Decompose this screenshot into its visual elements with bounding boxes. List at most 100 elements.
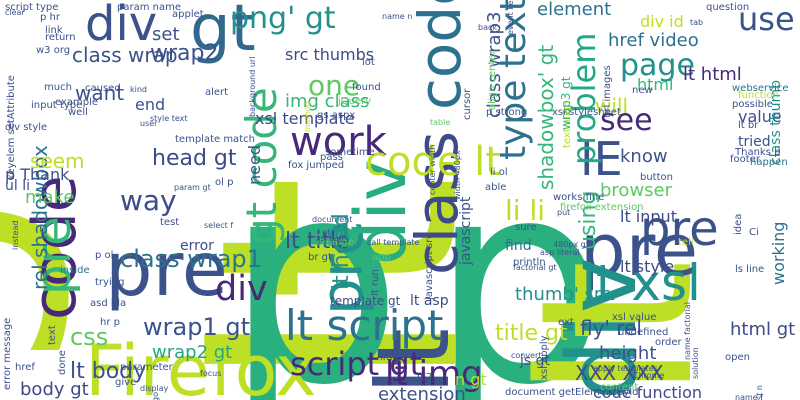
word-24: type text (493, 0, 534, 160)
word-134: open (725, 352, 750, 363)
word-52: lt html (683, 64, 742, 85)
word-123: test (160, 217, 179, 228)
word-87: tried (738, 134, 771, 150)
word-78: make (25, 187, 74, 208)
word-80: ul li (5, 178, 30, 194)
word-104: cursor (462, 88, 473, 120)
word-133: ext (558, 317, 574, 328)
word-16: code (406, 0, 474, 110)
word-92: div style (5, 122, 47, 133)
word-39: lt body (70, 359, 146, 384)
word-140: pass (320, 152, 343, 163)
word-31: png' gt (230, 1, 336, 36)
word-59: div id (640, 12, 684, 31)
word-32: problem (565, 33, 603, 165)
word-175: solution (691, 347, 700, 379)
word-2: p (225, 121, 403, 400)
word-83: js gt (519, 353, 551, 369)
word-137: lot (362, 57, 375, 68)
word-144: IE7 (417, 372, 433, 383)
word-198: clear (5, 8, 25, 17)
word-93: script type (5, 2, 58, 13)
word-186: user (140, 119, 158, 128)
word-201: asp literal (540, 248, 580, 257)
word-98: caused (85, 83, 121, 94)
word-51: XXX XXX (575, 361, 664, 385)
word-21: gt code (237, 87, 286, 245)
word-11: class (403, 131, 471, 275)
word-163: idea (733, 214, 744, 235)
word-99: found (352, 82, 381, 93)
word-151: applet (172, 9, 204, 20)
word-94: param name (117, 2, 181, 13)
word-141: sometime (325, 147, 375, 158)
word-73: height (599, 343, 656, 364)
word-96: webservice (732, 83, 789, 94)
word-97: function (738, 90, 779, 101)
word-7: Firefox (85, 330, 317, 400)
word-136: text (47, 325, 58, 345)
word-13: pre (26, 216, 82, 295)
word-173: apply templates (593, 364, 658, 373)
word-76: value (738, 107, 782, 126)
word-55: img class (285, 91, 369, 112)
word-180: name f (735, 393, 763, 400)
word-114: able (485, 182, 506, 193)
word-169: lt run (370, 269, 381, 296)
word-162: tell (678, 237, 694, 248)
word-192: f gt (317, 228, 331, 237)
word-164: Ci (749, 227, 759, 238)
word-153: link (45, 25, 63, 36)
word-65: lt input (620, 207, 677, 226)
word-4: lt (495, 259, 740, 400)
word-90: javascript (458, 196, 474, 266)
word-146: gs aspx (317, 110, 355, 121)
word-101: example (55, 97, 98, 108)
word-70: code function (593, 383, 702, 400)
word-47: using (576, 191, 601, 250)
word-9: pre (308, 220, 376, 315)
word-1: lt (149, 174, 533, 395)
word-34: li li (505, 194, 545, 227)
word-167: wrap3 gt (559, 76, 573, 130)
word-112: firefox extension (560, 202, 644, 213)
word-132: xsl value (612, 312, 656, 323)
word-17: div (85, 0, 157, 52)
word-157: much (44, 82, 72, 93)
word-25: pre (640, 201, 719, 257)
word-54: src thumbs (285, 45, 374, 64)
word-200: table (430, 118, 450, 127)
word-49: title gt (495, 321, 568, 346)
word-165: text align (562, 101, 573, 148)
word-63: know (620, 146, 668, 167)
word-45: lt title (285, 229, 350, 254)
word-22: work (290, 119, 388, 165)
word-188: style text (150, 114, 188, 123)
word-100: alert (205, 87, 228, 98)
word-113: li ol (490, 167, 508, 178)
word-178: display (140, 384, 169, 393)
word-117: trying (95, 277, 124, 288)
word-42: shadowbox' gt (534, 45, 558, 190)
word-57: element (537, 0, 611, 20)
word-41: rel shadowbox (28, 145, 52, 290)
word-159: app (372, 252, 391, 263)
word-88: working (769, 222, 788, 285)
word-143: lt br (738, 120, 759, 131)
word-111: works fine (553, 192, 604, 203)
word-177: focus (200, 369, 221, 378)
word-38: one (308, 69, 360, 102)
word-185: method (303, 101, 312, 132)
word-75: html (637, 75, 673, 94)
word-196: name n (382, 12, 412, 21)
word-155: w3 org (36, 45, 70, 56)
word-172: factorial gt (513, 263, 557, 272)
word-10: lt (355, 328, 472, 395)
word-5: pre (580, 208, 698, 292)
word-3: p (430, 121, 608, 400)
word-27: use (738, 0, 795, 38)
word-131: undefined (618, 327, 668, 338)
word-154: return (45, 32, 76, 43)
